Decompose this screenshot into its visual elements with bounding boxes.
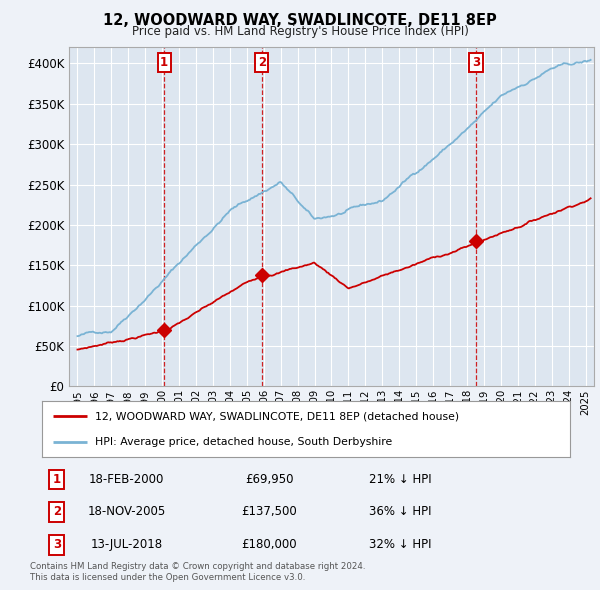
Text: 1: 1: [160, 56, 168, 69]
Text: 36% ↓ HPI: 36% ↓ HPI: [370, 505, 432, 518]
Text: 3: 3: [53, 539, 61, 552]
Text: 32% ↓ HPI: 32% ↓ HPI: [370, 539, 432, 552]
Text: 12, WOODWARD WAY, SWADLINCOTE, DE11 8EP (detached house): 12, WOODWARD WAY, SWADLINCOTE, DE11 8EP …: [95, 411, 459, 421]
Text: 2: 2: [53, 505, 61, 518]
Text: 1: 1: [53, 473, 61, 486]
Text: Price paid vs. HM Land Registry's House Price Index (HPI): Price paid vs. HM Land Registry's House …: [131, 25, 469, 38]
Text: £69,950: £69,950: [245, 473, 293, 486]
Text: 2: 2: [257, 56, 266, 69]
Text: This data is licensed under the Open Government Licence v3.0.: This data is licensed under the Open Gov…: [30, 573, 305, 582]
Text: 12, WOODWARD WAY, SWADLINCOTE, DE11 8EP: 12, WOODWARD WAY, SWADLINCOTE, DE11 8EP: [103, 13, 497, 28]
Text: 18-NOV-2005: 18-NOV-2005: [88, 505, 166, 518]
Text: 21% ↓ HPI: 21% ↓ HPI: [370, 473, 432, 486]
Text: £137,500: £137,500: [241, 505, 297, 518]
Text: 13-JUL-2018: 13-JUL-2018: [91, 539, 163, 552]
Text: £180,000: £180,000: [241, 539, 297, 552]
Text: 3: 3: [472, 56, 480, 69]
Text: 18-FEB-2000: 18-FEB-2000: [89, 473, 164, 486]
Text: HPI: Average price, detached house, South Derbyshire: HPI: Average price, detached house, Sout…: [95, 437, 392, 447]
Text: Contains HM Land Registry data © Crown copyright and database right 2024.: Contains HM Land Registry data © Crown c…: [30, 562, 365, 571]
